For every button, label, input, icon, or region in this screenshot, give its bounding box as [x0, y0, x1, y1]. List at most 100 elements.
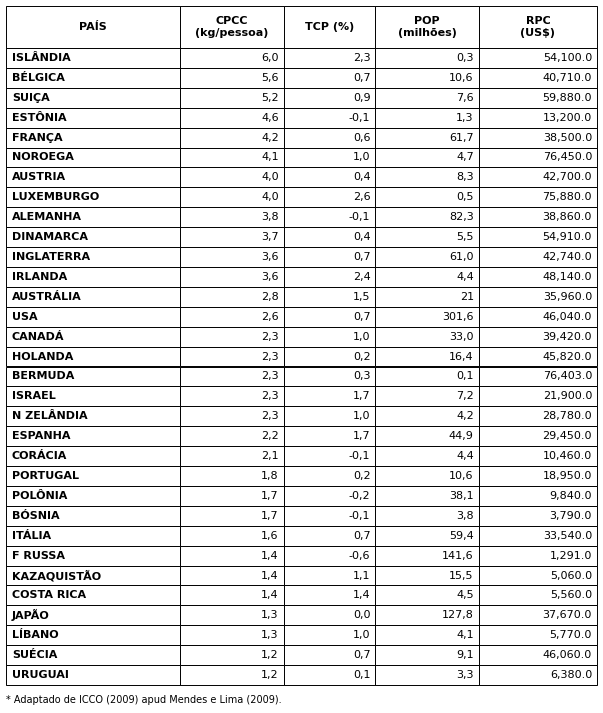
Text: 1,4: 1,4: [261, 590, 279, 600]
Bar: [6, 188, 180, 207]
Text: 1,0: 1,0: [353, 630, 370, 640]
Bar: [6, 665, 180, 685]
Bar: [479, 366, 597, 386]
Bar: [376, 525, 479, 545]
Bar: [284, 565, 376, 585]
Text: SUIÇA: SUIÇA: [12, 93, 50, 103]
Bar: [284, 247, 376, 267]
Text: 9,840.0: 9,840.0: [549, 491, 592, 501]
Text: DINAMARCA: DINAMARCA: [12, 232, 88, 242]
Bar: [284, 88, 376, 108]
Text: 18,950.0: 18,950.0: [543, 471, 592, 481]
Text: 4,7: 4,7: [456, 153, 474, 163]
Text: 0,7: 0,7: [353, 312, 370, 322]
Text: 4,2: 4,2: [456, 411, 474, 421]
Bar: [479, 207, 597, 227]
Bar: [479, 565, 597, 585]
Text: POP
(milhões): POP (milhões): [397, 16, 456, 38]
Bar: [376, 645, 479, 665]
Text: 0,5: 0,5: [456, 193, 474, 202]
Bar: [376, 68, 479, 88]
Text: IRLANDA: IRLANDA: [12, 272, 68, 282]
Bar: [284, 486, 376, 506]
Bar: [376, 128, 479, 148]
Text: FRANÇA: FRANÇA: [12, 133, 63, 143]
Text: 2,8: 2,8: [261, 292, 279, 302]
Bar: [180, 148, 284, 168]
Bar: [180, 386, 284, 406]
Text: BERMUDA: BERMUDA: [12, 371, 74, 381]
Text: ISLÂNDIA: ISLÂNDIA: [12, 53, 71, 63]
Text: 1,2: 1,2: [261, 650, 279, 660]
Text: 5,560.0: 5,560.0: [550, 590, 592, 600]
Bar: [376, 327, 479, 347]
Text: 2,3: 2,3: [261, 391, 279, 401]
Bar: [479, 605, 597, 625]
Bar: [479, 48, 597, 68]
Bar: [284, 307, 376, 327]
Text: 4,1: 4,1: [456, 630, 474, 640]
Bar: [284, 545, 376, 565]
Bar: [6, 128, 180, 148]
Bar: [180, 347, 284, 366]
Bar: [6, 88, 180, 108]
Bar: [6, 645, 180, 665]
Text: 2,1: 2,1: [261, 451, 279, 461]
Text: 2,4: 2,4: [353, 272, 370, 282]
Text: 21,900.0: 21,900.0: [543, 391, 592, 401]
Text: 40,710.0: 40,710.0: [543, 73, 592, 83]
Text: 13,200.0: 13,200.0: [543, 113, 592, 123]
Bar: [6, 605, 180, 625]
Text: 4,4: 4,4: [456, 451, 474, 461]
Text: 44,9: 44,9: [449, 431, 474, 441]
Bar: [376, 6, 479, 48]
Text: 48,140.0: 48,140.0: [543, 272, 592, 282]
Text: 28,780.0: 28,780.0: [542, 411, 592, 421]
Text: 5,6: 5,6: [261, 73, 279, 83]
Text: 4,0: 4,0: [261, 173, 279, 183]
Text: 1,0: 1,0: [353, 153, 370, 163]
Text: 0,1: 0,1: [353, 670, 370, 680]
Bar: [479, 327, 597, 347]
Bar: [376, 545, 479, 565]
Bar: [6, 366, 180, 386]
Text: 5,2: 5,2: [261, 93, 279, 103]
Bar: [284, 605, 376, 625]
Bar: [6, 525, 180, 545]
Bar: [376, 247, 479, 267]
Bar: [376, 188, 479, 207]
Bar: [180, 327, 284, 347]
Bar: [284, 168, 376, 188]
Text: 2,3: 2,3: [261, 332, 279, 342]
Bar: [180, 168, 284, 188]
Text: CPCC
(kg/pessoa): CPCC (kg/pessoa): [195, 16, 269, 38]
Text: 1,7: 1,7: [353, 391, 370, 401]
Bar: [479, 645, 597, 665]
Bar: [376, 605, 479, 625]
Text: RPC
(US$): RPC (US$): [520, 16, 555, 38]
Bar: [284, 148, 376, 168]
Bar: [6, 565, 180, 585]
Bar: [284, 366, 376, 386]
Text: 6,380.0: 6,380.0: [550, 670, 592, 680]
Bar: [376, 48, 479, 68]
Bar: [284, 128, 376, 148]
Bar: [180, 227, 284, 247]
Text: 301,6: 301,6: [442, 312, 474, 322]
Text: 3,6: 3,6: [261, 272, 279, 282]
Text: 2,6: 2,6: [261, 312, 279, 322]
Bar: [6, 227, 180, 247]
Bar: [479, 6, 597, 48]
Bar: [180, 545, 284, 565]
Text: 3,8: 3,8: [261, 212, 279, 222]
Bar: [376, 486, 479, 506]
Bar: [479, 108, 597, 128]
Bar: [376, 426, 479, 446]
Bar: [479, 625, 597, 645]
Bar: [6, 466, 180, 486]
Text: 0,4: 0,4: [353, 232, 370, 242]
Text: 61,7: 61,7: [449, 133, 474, 143]
Text: 37,670.0: 37,670.0: [543, 610, 592, 620]
Text: POLÔNIA: POLÔNIA: [12, 491, 68, 501]
Bar: [479, 545, 597, 565]
